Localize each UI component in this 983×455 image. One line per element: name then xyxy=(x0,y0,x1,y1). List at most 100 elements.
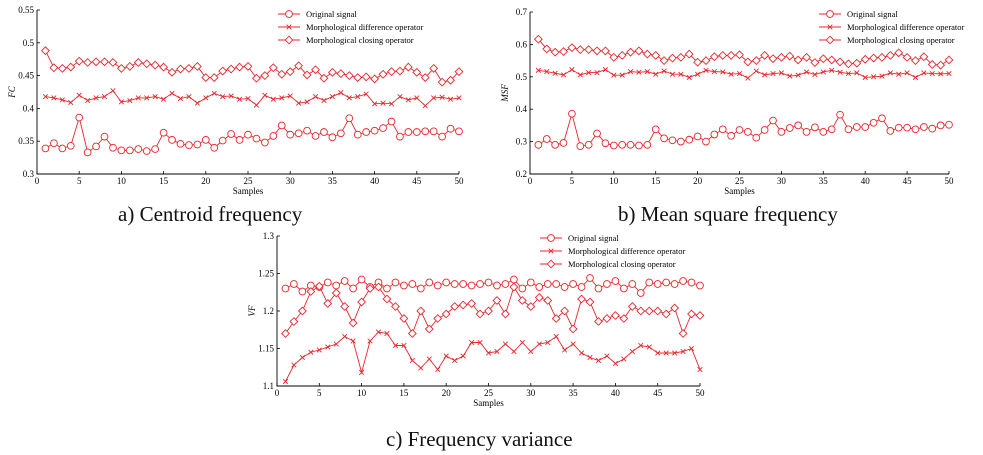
data-point xyxy=(468,339,475,346)
series-circle xyxy=(534,109,953,150)
x-tick-label: 15 xyxy=(651,176,661,186)
data-point xyxy=(612,360,619,367)
y-tick-label: 0.3 xyxy=(516,137,528,147)
data-point xyxy=(694,71,701,77)
data-point xyxy=(936,60,946,70)
data-point xyxy=(442,278,451,287)
data-point xyxy=(619,72,625,78)
data-point xyxy=(568,324,578,334)
data-point xyxy=(287,93,293,99)
data-point xyxy=(261,138,269,147)
series-x xyxy=(282,329,703,385)
x-tick-label: 5 xyxy=(77,176,82,186)
data-point xyxy=(551,314,561,323)
data-point xyxy=(450,280,459,288)
data-point xyxy=(323,299,333,308)
data-point xyxy=(85,97,91,104)
data-point xyxy=(753,68,759,74)
data-point xyxy=(211,90,217,96)
data-point xyxy=(559,47,568,56)
data-point xyxy=(325,344,331,350)
data-point xyxy=(270,96,276,102)
data-point xyxy=(794,121,803,130)
y-tick-label: 1.3 xyxy=(263,231,275,241)
data-point xyxy=(311,65,320,75)
data-point xyxy=(433,314,443,323)
data-point xyxy=(294,129,303,138)
data-point xyxy=(577,72,583,78)
data-point xyxy=(518,284,527,293)
data-point xyxy=(203,95,209,101)
x-tick-label: 0 xyxy=(275,388,280,398)
data-point xyxy=(456,95,462,101)
y-tick-label: 1.15 xyxy=(258,344,274,354)
data-point xyxy=(109,143,117,152)
data-point xyxy=(289,317,299,326)
data-point xyxy=(370,126,379,135)
data-point xyxy=(502,341,509,347)
x-axis-title: Samples xyxy=(473,398,504,408)
data-point xyxy=(869,53,879,63)
data-point xyxy=(663,350,669,356)
data-point xyxy=(604,353,610,359)
legend-marker xyxy=(286,24,292,30)
data-point xyxy=(711,68,717,75)
data-point xyxy=(117,146,126,155)
data-point xyxy=(751,56,761,66)
legend-marker xyxy=(547,234,555,242)
data-point xyxy=(894,123,903,132)
data-point xyxy=(534,293,544,302)
data-point xyxy=(511,348,517,355)
data-point xyxy=(668,53,677,63)
data-point xyxy=(303,126,311,135)
data-point xyxy=(467,299,477,308)
data-point xyxy=(374,282,383,292)
data-point xyxy=(634,46,644,56)
data-point xyxy=(787,73,793,79)
data-point xyxy=(778,70,785,76)
data-point xyxy=(412,67,422,77)
legend-marker xyxy=(548,248,554,254)
x-tick-label: 25 xyxy=(735,176,745,186)
data-point xyxy=(41,144,50,153)
data-point xyxy=(353,130,362,139)
data-point xyxy=(358,369,365,376)
data-point xyxy=(946,70,952,77)
data-point xyxy=(768,54,778,64)
x-tick-label: 35 xyxy=(819,176,829,186)
data-point xyxy=(661,309,671,319)
data-point xyxy=(328,133,337,142)
data-point xyxy=(628,280,637,288)
data-point xyxy=(670,280,679,288)
data-point xyxy=(144,95,150,101)
data-point xyxy=(695,311,705,320)
data-point xyxy=(535,67,541,73)
data-point xyxy=(116,63,126,73)
data-point xyxy=(42,93,49,100)
data-point xyxy=(752,133,761,142)
data-point xyxy=(627,302,637,311)
data-point xyxy=(702,137,710,146)
x-tick-label: 5 xyxy=(317,388,322,398)
x-tick-label: 40 xyxy=(861,176,871,186)
data-point xyxy=(118,99,125,105)
data-point xyxy=(535,283,544,291)
x-tick-label: 30 xyxy=(286,176,296,186)
x-tick-label: 40 xyxy=(370,176,380,186)
data-point xyxy=(769,116,777,125)
legend-label: Original signal xyxy=(306,9,357,19)
data-point xyxy=(312,93,319,100)
data-point xyxy=(651,50,661,60)
data-point xyxy=(644,68,650,75)
data-point xyxy=(586,274,594,282)
chart-centroid-frequency: 0 5 10 15 20 25 30 35 40 45 50 0.3 0.35 0.4 0.45 0.5 0.5… xyxy=(7,5,464,196)
data-point xyxy=(785,51,795,61)
data-point xyxy=(454,67,464,77)
data-point xyxy=(576,142,585,150)
data-point xyxy=(484,278,493,287)
data-point xyxy=(877,52,887,62)
data-point xyxy=(365,284,375,293)
data-point xyxy=(710,130,719,139)
data-point xyxy=(820,69,826,75)
data-point xyxy=(294,61,304,71)
